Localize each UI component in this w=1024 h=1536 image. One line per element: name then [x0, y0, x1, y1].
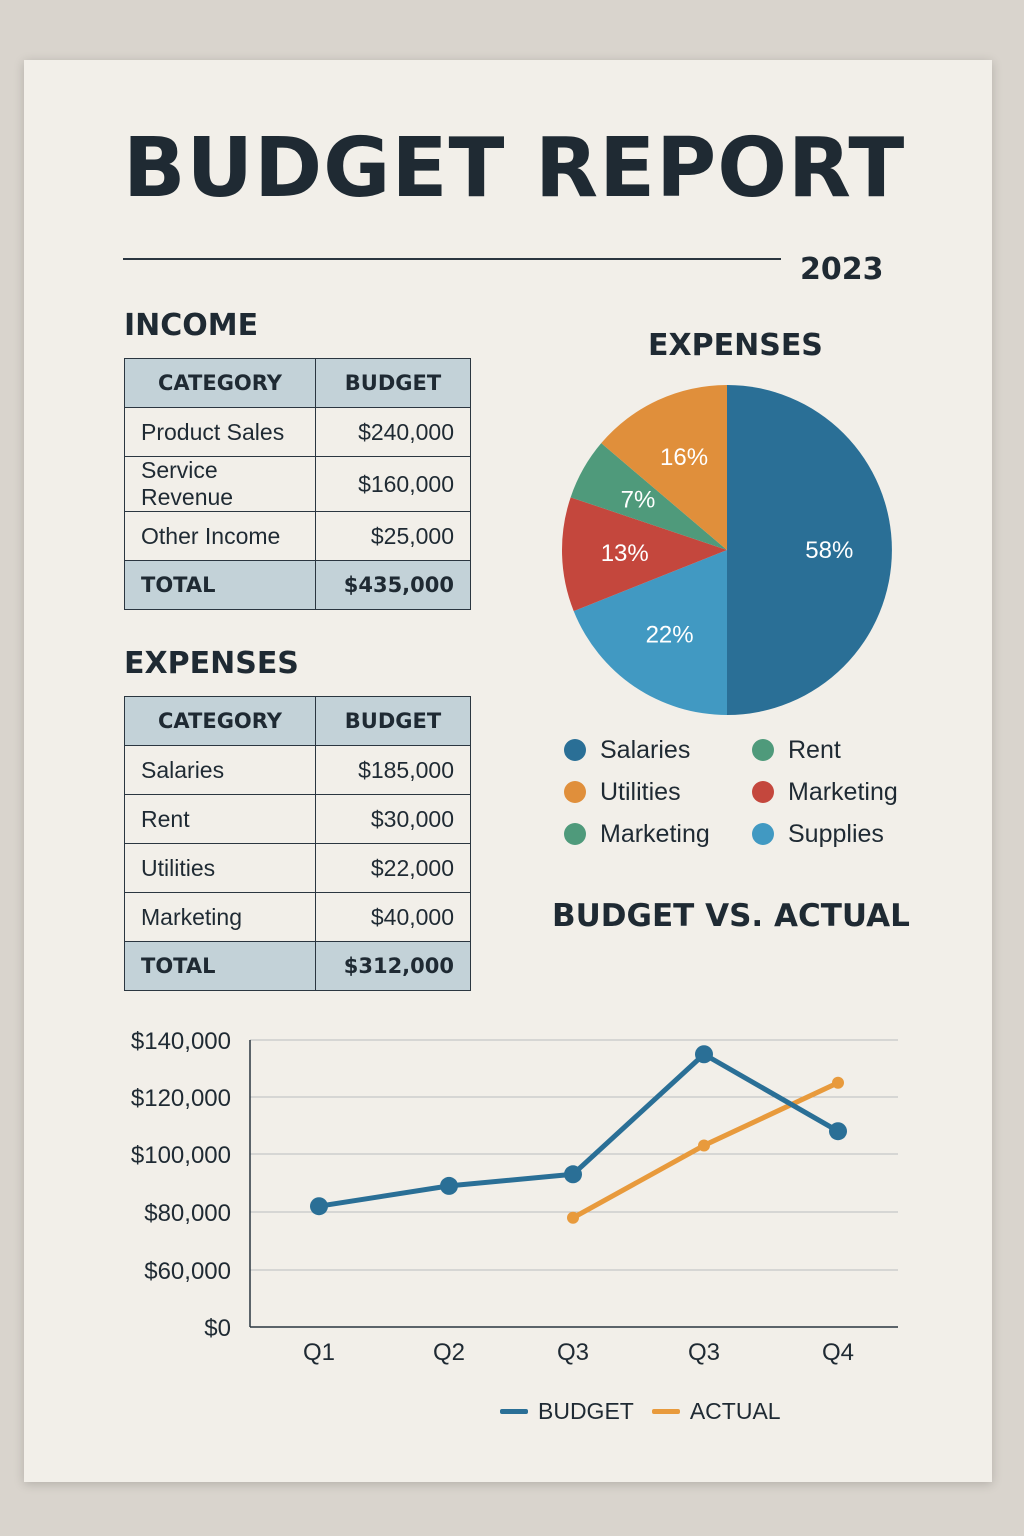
legend-item: Marketing	[752, 778, 924, 806]
income-heading: INCOME	[124, 308, 259, 343]
income-col-budget: BUDGET	[315, 358, 471, 408]
legend-label: Supplies	[788, 819, 884, 848]
expenses-header-row: CATEGORY BUDGET	[124, 696, 471, 746]
legend-swatch	[752, 781, 774, 803]
data-point-budget	[829, 1122, 847, 1141]
data-point-actual	[698, 1139, 710, 1152]
pie-slice-label: 16%	[660, 444, 708, 471]
x-tick-label: Q4	[822, 1339, 854, 1366]
y-tick-label: $140,000	[131, 1028, 231, 1055]
legend-item: ACTUAL	[651, 1398, 781, 1425]
income-budget-cell: $25,000	[315, 511, 471, 561]
legend-label: Utilities	[600, 777, 681, 806]
table-row: Product Sales $240,000	[124, 407, 471, 457]
expenses-total-label: TOTAL	[124, 941, 316, 991]
legend-swatch	[752, 739, 774, 761]
expenses-total-value: $312,000	[315, 941, 471, 991]
data-point-budget	[695, 1045, 713, 1064]
expense-budget-cell: $22,000	[315, 843, 471, 893]
legend-item: Marketing	[564, 820, 752, 848]
income-total-row: TOTAL $435,000	[124, 560, 471, 610]
income-category-cell: Product Sales	[124, 407, 316, 457]
table-row: Other Income $25,000	[124, 511, 471, 561]
expenses-heading: EXPENSES	[124, 646, 299, 681]
income-budget-cell: $160,000	[315, 456, 471, 512]
table-row: Service Revenue $160,000	[124, 456, 471, 512]
income-budget-cell: $240,000	[315, 407, 471, 457]
pie-slice-label: 22%	[646, 622, 694, 649]
legend-item: BUDGET	[500, 1398, 634, 1425]
y-tick-label: $100,000	[131, 1142, 231, 1169]
expenses-col-budget: BUDGET	[315, 696, 471, 746]
pie-chart-title: EXPENSES	[648, 328, 823, 363]
pie-slice-label: 13%	[601, 540, 649, 567]
expense-budget-cell: $40,000	[315, 892, 471, 942]
y-tick-label: $60,000	[144, 1258, 231, 1285]
data-point-budget	[564, 1165, 582, 1184]
data-point-budget	[310, 1197, 328, 1216]
x-tick-label: Q3	[557, 1339, 589, 1366]
income-table: CATEGORY BUDGET Product Sales $240,000 S…	[124, 358, 471, 610]
pie-slice	[727, 385, 892, 715]
x-tick-label: Q2	[433, 1339, 465, 1366]
expenses-total-row: TOTAL $312,000	[124, 941, 471, 991]
y-tick-label: $0	[204, 1315, 231, 1342]
legend-item: Utilities	[564, 778, 752, 806]
pie-slice	[570, 443, 727, 550]
data-point-actual	[567, 1211, 579, 1224]
table-row: Utilities $22,000	[124, 843, 471, 893]
expense-category-cell: Rent	[124, 794, 316, 844]
income-header-row: CATEGORY BUDGET	[124, 358, 471, 408]
pie-slice-label: 58%	[805, 537, 853, 564]
pie-legend: Salaries Rent Utilities Marketing Market…	[564, 736, 924, 848]
pie-slice	[573, 550, 727, 715]
series-line-budget	[316, 1051, 841, 1209]
expense-category-cell: Salaries	[124, 745, 316, 795]
pie-slice-label: 7%	[621, 487, 656, 514]
legend-label: Rent	[788, 735, 841, 764]
x-tick-label: Q3	[688, 1339, 720, 1366]
legend-label: Marketing	[600, 819, 710, 848]
y-tick-label: $80,000	[144, 1200, 231, 1227]
legend-swatch	[651, 1409, 680, 1414]
income-col-category: CATEGORY	[124, 358, 316, 408]
income-category-cell: Other Income	[124, 511, 316, 561]
line-legend: BUDGET ACTUAL	[500, 1398, 799, 1425]
legend-swatch	[752, 823, 774, 845]
table-row: Rent $30,000	[124, 794, 471, 844]
legend-item: Salaries	[564, 736, 752, 764]
legend-swatch	[564, 781, 586, 803]
legend-item: Rent	[752, 736, 924, 764]
data-point-actual	[832, 1076, 844, 1089]
report-title: BUDGET REPORT	[123, 121, 906, 216]
title-divider	[123, 258, 781, 260]
line-chart-title: BUDGET VS. ACTUAL	[552, 898, 910, 934]
report-year: 2023	[800, 252, 884, 287]
legend-item: Supplies	[752, 820, 924, 848]
income-total-value: $435,000	[315, 560, 471, 610]
legend-label: BUDGET	[538, 1398, 634, 1424]
y-tick-label: $120,000	[131, 1085, 231, 1112]
legend-label: Marketing	[788, 777, 898, 806]
expenses-col-category: CATEGORY	[124, 696, 316, 746]
legend-swatch	[500, 1409, 528, 1414]
pie-slice	[561, 497, 727, 612]
pie-slice	[601, 385, 727, 550]
legend-label: Salaries	[600, 735, 691, 764]
x-tick-label: Q1	[303, 1339, 335, 1366]
expenses-table: CATEGORY BUDGET Salaries $185,000 Rent $…	[124, 696, 471, 991]
legend-swatch	[564, 739, 586, 761]
legend-swatch	[564, 823, 586, 845]
data-point-budget	[440, 1176, 458, 1195]
income-category-cell: Service Revenue	[124, 456, 316, 512]
legend-label: ACTUAL	[689, 1398, 781, 1424]
